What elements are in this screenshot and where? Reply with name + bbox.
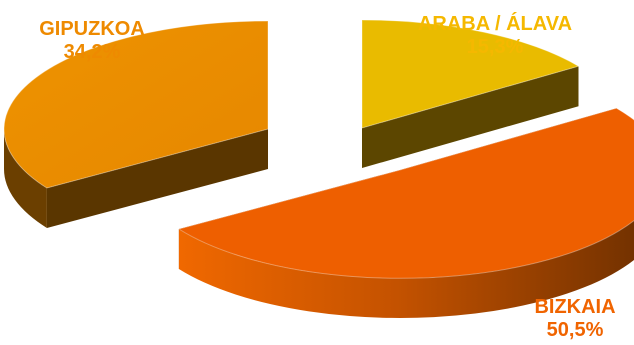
slice-value-gipuzkoa: 34,2%: [63, 41, 121, 63]
slice-label-bizkaia: BIZKAIA 50,5%: [520, 296, 630, 342]
pie-slice-gipuzkoa: [3, 20, 269, 228]
slice-value-bizkaia: 50,5%: [546, 319, 604, 341]
slice-wall-gipuzkoa-0: [46, 129, 269, 228]
slice-wall-araba-1: [362, 66, 579, 168]
slice-side-gipuzkoa: [4, 129, 47, 228]
slice-top-bizkaia: [177, 107, 634, 279]
slice-name-araba: ARABA / ÁLAVA: [417, 13, 573, 35]
slice-top-gipuzkoa: [3, 20, 269, 189]
slice-label-araba: ARABA / ÁLAVA 15,3%: [400, 13, 590, 59]
slice-name-bizkaia: BIZKAIA: [534, 296, 616, 318]
slice-label-gipuzkoa: GIPUZKOA 34,2%: [22, 18, 162, 64]
slice-side-bizkaia: [178, 219, 634, 318]
pie-slice-bizkaia: [177, 107, 634, 318]
slice-top-araba: [361, 19, 580, 129]
slice-value-araba: 15,3%: [466, 36, 524, 58]
pie-slice-araba: [361, 19, 580, 168]
slice-name-gipuzkoa: GIPUZKOA: [39, 18, 145, 40]
